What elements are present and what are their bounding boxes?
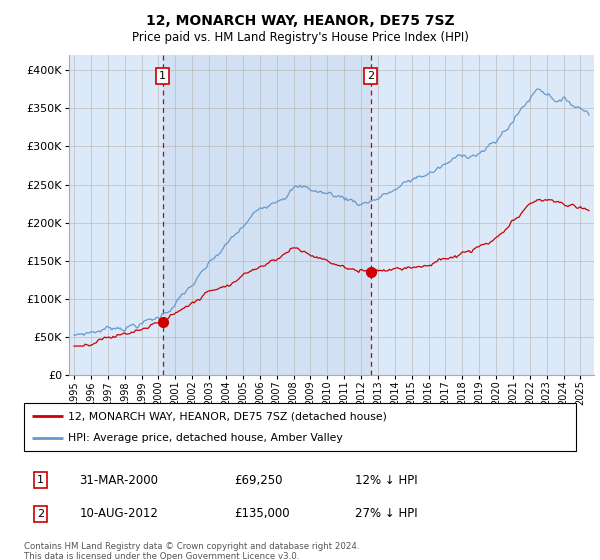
Text: 1: 1 xyxy=(37,475,44,485)
Text: 31-MAR-2000: 31-MAR-2000 xyxy=(79,474,158,487)
Text: HPI: Average price, detached house, Amber Valley: HPI: Average price, detached house, Ambe… xyxy=(68,433,343,443)
Text: 27% ↓ HPI: 27% ↓ HPI xyxy=(355,507,418,520)
Text: 12, MONARCH WAY, HEANOR, DE75 7SZ: 12, MONARCH WAY, HEANOR, DE75 7SZ xyxy=(146,14,454,28)
FancyBboxPatch shape xyxy=(24,403,576,451)
Text: 12, MONARCH WAY, HEANOR, DE75 7SZ (detached house): 12, MONARCH WAY, HEANOR, DE75 7SZ (detac… xyxy=(68,411,387,421)
Text: 1: 1 xyxy=(159,71,166,81)
Text: Price paid vs. HM Land Registry's House Price Index (HPI): Price paid vs. HM Land Registry's House … xyxy=(131,31,469,44)
Text: 12% ↓ HPI: 12% ↓ HPI xyxy=(355,474,418,487)
Text: 2: 2 xyxy=(367,71,374,81)
Text: 10-AUG-2012: 10-AUG-2012 xyxy=(79,507,158,520)
Text: £135,000: £135,000 xyxy=(234,507,289,520)
Text: 2: 2 xyxy=(37,509,44,519)
Text: Contains HM Land Registry data © Crown copyright and database right 2024.
This d: Contains HM Land Registry data © Crown c… xyxy=(24,542,359,560)
Bar xyxy=(163,55,371,375)
Text: £69,250: £69,250 xyxy=(234,474,282,487)
